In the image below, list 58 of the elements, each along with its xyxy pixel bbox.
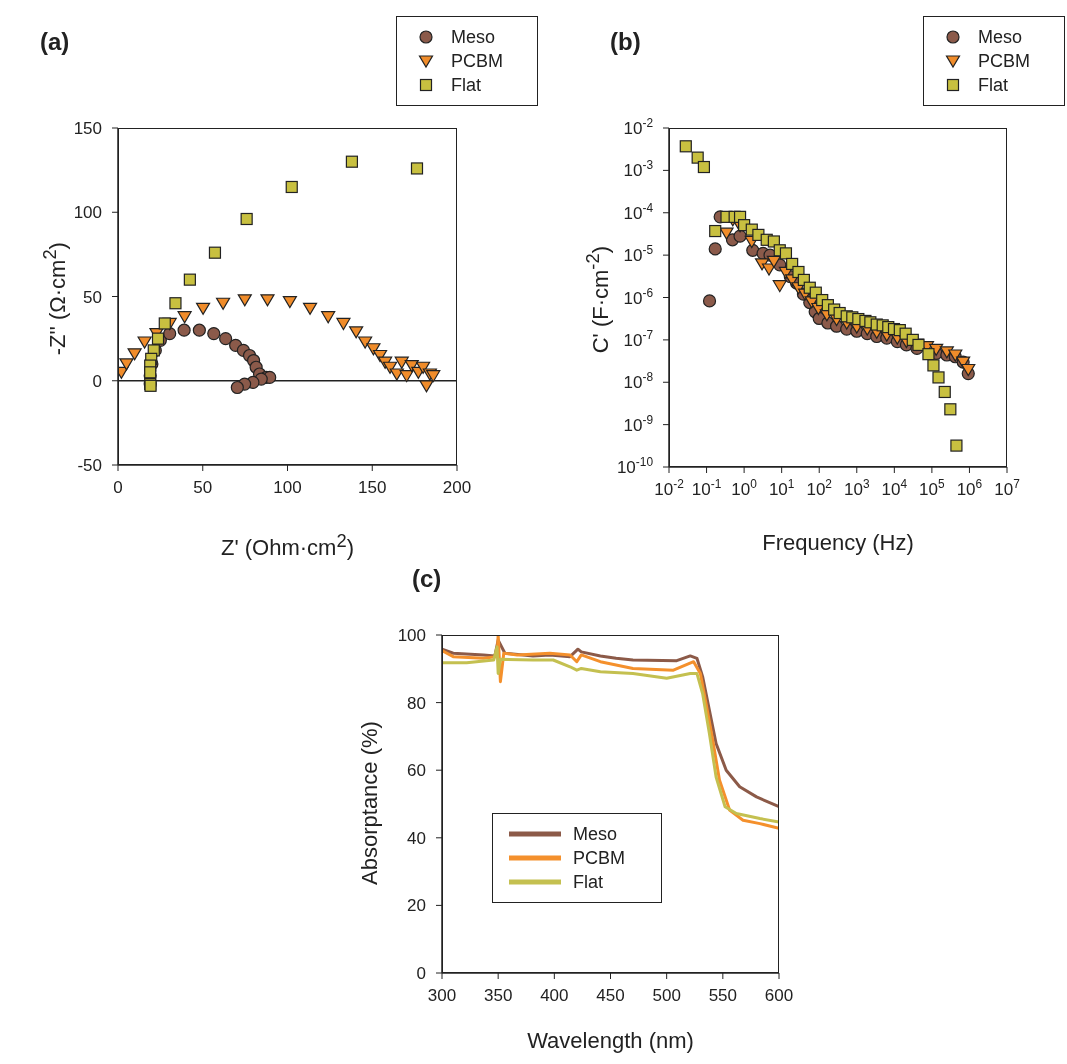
y-tick-label: 80 — [407, 693, 426, 713]
y-tick-label: 100 — [73, 203, 102, 223]
x-tick-label: 10$^{1}$ — [768, 477, 795, 499]
x-tick-label: 150 — [358, 478, 387, 497]
y-tick-label: 40 — [407, 828, 426, 848]
x-tick-label: 0 — [113, 478, 123, 497]
y-tick-label: 100 — [397, 626, 426, 645]
legend-label: Flat — [451, 74, 482, 96]
legend-label: Meso — [978, 26, 1023, 48]
x-tick-label: 350 — [483, 986, 513, 1005]
y-tick-label: -50 — [77, 456, 102, 475]
y-tick-label: 10$^{-7}$ — [623, 327, 654, 350]
x-tick-label: 450 — [596, 986, 625, 1005]
x-tick-label: 50 — [193, 478, 213, 497]
x-tick-label: 10$^{-1}$ — [691, 477, 722, 499]
legend-label: PCBM — [573, 847, 626, 869]
y-axis-title: Absorptance (%) — [357, 720, 383, 887]
x-tick-label: 10$^{3}$ — [844, 477, 870, 499]
x-axis-title: Wavelength (nm) — [526, 1028, 695, 1054]
y-tick-label: 150 — [73, 119, 102, 138]
y-tick-label: 10$^{-4}$ — [623, 200, 654, 223]
legend-label: Flat — [573, 871, 604, 893]
legend-label: Flat — [978, 74, 1009, 96]
x-tick-label: 600 — [764, 986, 794, 1005]
y-tick-label: 60 — [407, 761, 426, 781]
y-tick-label: 50 — [83, 287, 102, 307]
legend-label: Meso — [451, 26, 496, 48]
x-tick-label: 200 — [442, 478, 472, 497]
x-tick-label: 500 — [652, 986, 681, 1005]
y-tick-label: 20 — [407, 896, 426, 916]
y-tick-label: 10$^{-10}$ — [616, 455, 654, 477]
chart-title: (c) — [412, 565, 442, 593]
x-tick-label: 100 — [273, 478, 302, 497]
x-tick-label: 10$^{6}$ — [956, 477, 983, 499]
legend-label: Meso — [573, 823, 618, 845]
y-tick-label: 0 — [92, 371, 102, 391]
y-tick-label: 10$^{-2}$ — [623, 116, 654, 138]
x-tick-label: 400 — [540, 986, 569, 1005]
chart-title: (b) — [610, 28, 641, 56]
x-axis-title: Z' (Ohm·cm$^{2}$) — [220, 530, 355, 562]
y-tick-label: 10$^{-9}$ — [623, 412, 654, 435]
x-tick-label: 10$^{4}$ — [881, 477, 908, 499]
x-tick-label: 10$^{2}$ — [806, 477, 833, 499]
y-tick-label: 10$^{-6}$ — [623, 285, 654, 308]
x-tick-label: 300 — [427, 986, 457, 1005]
legend-label: PCBM — [978, 50, 1031, 72]
y-tick-label: 10$^{-5}$ — [623, 243, 654, 266]
x-axis-title: Frequency (Hz) — [761, 530, 915, 556]
y-tick-label: 10$^{-8}$ — [623, 370, 654, 393]
chart-title: (a) — [40, 28, 70, 56]
y-tick-label: 10$^{-3}$ — [623, 158, 654, 181]
y-tick-label: 0 — [416, 964, 426, 983]
x-tick-label: 10$^{7}$ — [994, 477, 1021, 499]
legend-label: PCBM — [451, 50, 504, 72]
x-tick-label: 550 — [708, 986, 738, 1005]
x-tick-label: 10$^{0}$ — [731, 477, 758, 499]
x-tick-label: 10$^{5}$ — [919, 477, 946, 499]
x-tick-label: 10$^{-2}$ — [654, 477, 685, 499]
